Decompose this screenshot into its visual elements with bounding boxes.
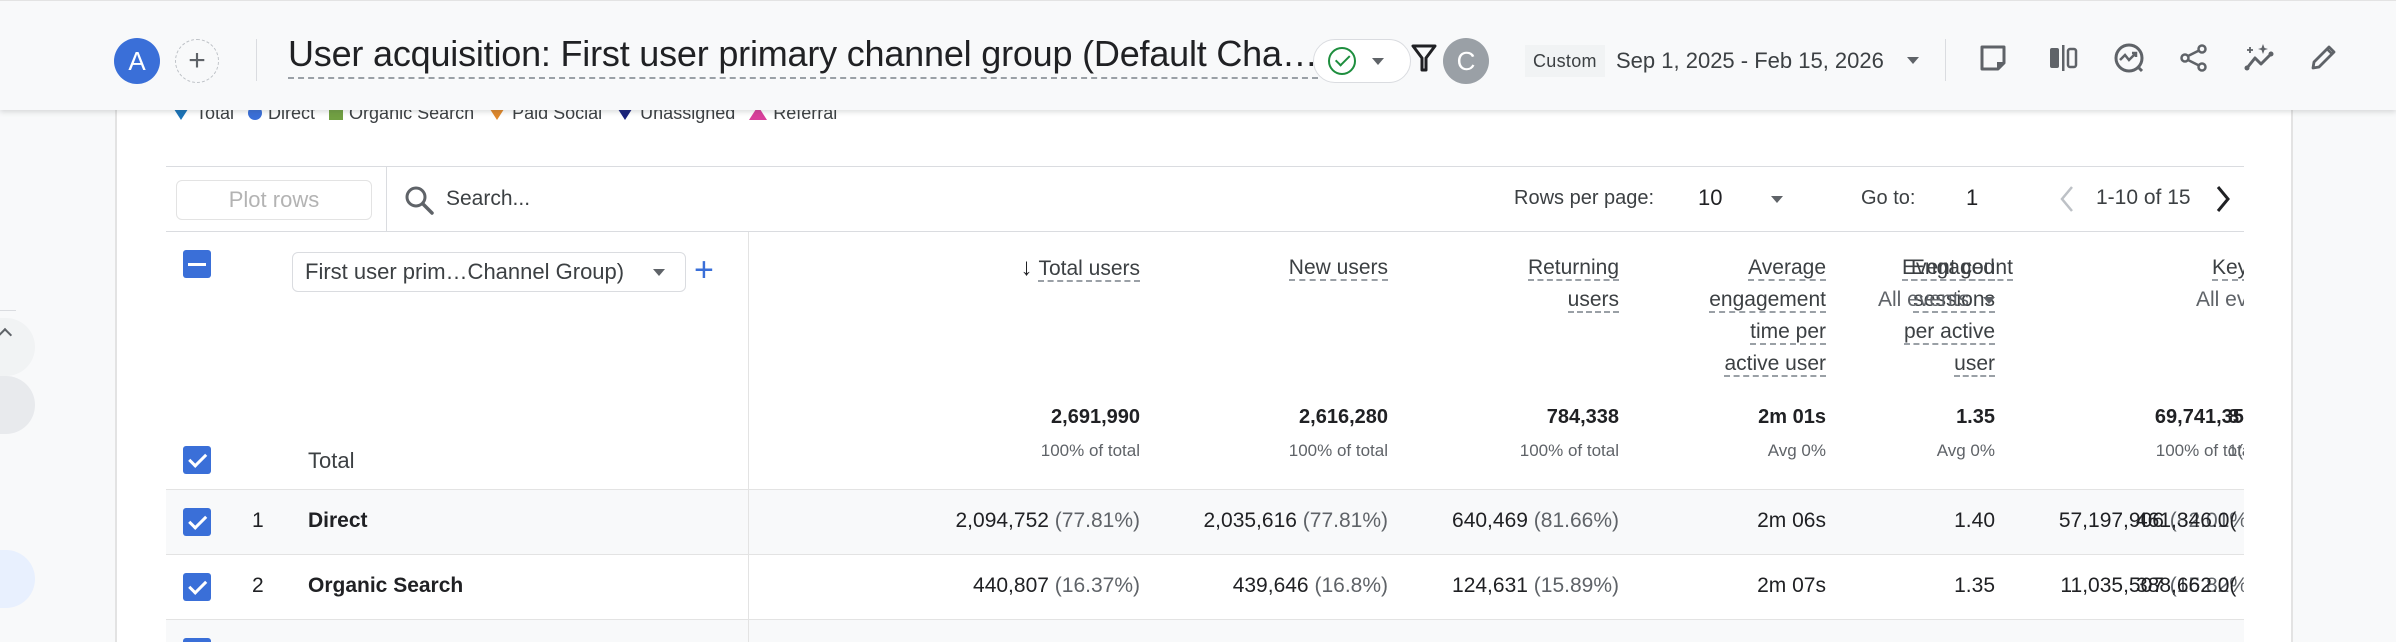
cell-event-count: 11,035,507 (15.82%) <box>2060 574 2244 597</box>
dimension-select[interactable]: First user prim…Channel Group) <box>292 252 686 292</box>
data-table: First user prim…Channel Group) + ↓ Total … <box>166 232 2244 642</box>
totals-row-checkbox[interactable] <box>183 446 211 474</box>
total-avg-engagement-time: 2m 01s Avg 0% <box>1758 406 1826 460</box>
comparison-avatar-all-users[interactable]: A <box>114 38 160 84</box>
cell-key-events: 461,346.0( <box>2136 509 2237 532</box>
check-circle-icon <box>1328 47 1356 75</box>
cell-returning-users: 124,631 (15.89%) <box>1452 574 1619 597</box>
column-header-key-events[interactable]: Key All ev <box>2196 252 2244 316</box>
cell-total-users: 2,094,752 (77.81%) <box>955 509 1141 532</box>
left-navigation-rail <box>0 110 116 642</box>
caret-down-icon <box>1983 296 1996 304</box>
cell-engaged-sessions: 1.40 <box>1954 509 1995 532</box>
table-row[interactable]: 2 Organic Search 440,807 (16.37%) 439,64… <box>166 554 2244 619</box>
sort-descending-icon[interactable]: ↓ <box>1020 254 1033 281</box>
total-engaged-sessions: 1.35 Avg 0% <box>1936 406 1995 460</box>
search-icon <box>405 186 434 215</box>
row-checkbox[interactable] <box>183 638 211 642</box>
table-row[interactable]: 1 Direct 2,094,752 (77.81%) 2,035,616 (7… <box>166 489 2244 554</box>
edit-pencil-icon[interactable] <box>2306 41 2340 75</box>
next-page-icon[interactable] <box>2210 181 2236 217</box>
report-title[interactable]: User acquisition: First user primary cha… <box>288 33 1318 79</box>
dimension-column-divider <box>748 232 749 642</box>
caret-down-icon <box>653 269 665 276</box>
goto-label: Go to: <box>1861 187 1916 209</box>
column-header-returning-users[interactable]: Returning users <box>1527 256 1619 313</box>
date-preset-label: Custom <box>1525 45 1605 77</box>
cell-new-users: 439,646 (16.8%) <box>1232 574 1388 597</box>
rail-nav-item-active[interactable] <box>0 550 35 608</box>
filter-icon[interactable] <box>1411 43 1437 73</box>
caret-down-icon <box>1372 57 1384 65</box>
rows-per-page-select[interactable]: 10 <box>1698 185 1723 210</box>
row-checkbox[interactable] <box>183 508 211 536</box>
previous-page-icon[interactable] <box>2054 181 2080 217</box>
insights-icon[interactable] <box>2112 41 2146 75</box>
rows-per-page-label: Rows per page: <box>1514 187 1655 209</box>
row-channel-name: Direct <box>308 509 368 532</box>
column-header-engaged-sessions[interactable]: Engaged sessions per active user <box>1903 256 1995 377</box>
pagination-info: 1-10 of 15 <box>2096 186 2191 209</box>
goto-page-input[interactable]: 1 <box>1966 185 1979 210</box>
cell-engaged-sessions: 1.35 <box>1954 574 1995 597</box>
table-row[interactable] <box>166 619 2244 642</box>
cell-total-users: 440,807 (16.37%) <box>973 574 1140 597</box>
table-search-input[interactable] <box>446 181 946 217</box>
rail-divider <box>0 310 16 311</box>
header-divider <box>256 39 257 81</box>
total-new-users: 2,616,280 100% of total <box>1288 406 1388 460</box>
event-filter-select[interactable]: All events <box>1866 284 1996 316</box>
row-channel-name: Organic Search <box>308 574 464 597</box>
share-icon[interactable] <box>2177 41 2211 75</box>
totals-label: Total <box>308 448 355 473</box>
cell-avg-engagement-time: 2m 06s <box>1757 509 1826 532</box>
row-checkbox[interactable] <box>183 573 211 601</box>
plot-rows-button[interactable]: Plot rows <box>176 180 372 220</box>
total-event-count: 69,741,358 100% of total <box>2154 406 2244 460</box>
rail-collapse-button[interactable] <box>0 318 35 376</box>
row-rank: 2 <box>252 574 264 597</box>
compare-icon[interactable] <box>2046 41 2080 75</box>
header-divider <box>1945 39 1946 81</box>
column-header-event-count[interactable]: Event count All events <box>1866 252 2244 316</box>
toolbar-divider <box>386 167 387 231</box>
anomaly-sparkle-icon[interactable] <box>2242 41 2276 75</box>
cell-new-users: 2,035,616 (77.81%) <box>1203 509 1389 532</box>
column-header-new-users[interactable]: New users <box>1288 256 1388 281</box>
total-total-users: 2,691,990 100% of total <box>1040 406 1140 460</box>
right-gutter <box>2292 110 2396 642</box>
add-dimension-button[interactable]: + <box>694 251 714 289</box>
date-range-picker[interactable]: Sep 1, 2025 - Feb 15, 2026 <box>1616 48 1884 73</box>
total-key-events: 8 1( <box>2228 406 2244 460</box>
cell-key-events: 388,662.0( <box>2136 574 2237 597</box>
select-all-checkbox[interactable] <box>183 250 211 278</box>
cell-event-count: 57,197,906 (82.01%) <box>2058 509 2244 532</box>
filter-avatar[interactable]: C <box>1443 38 1489 84</box>
total-returning-users: 784,338 100% of total <box>1519 406 1619 460</box>
column-header-total-users[interactable]: ↓ Total users <box>1020 254 1140 282</box>
row-rank: 1 <box>252 509 264 532</box>
data-quality-status-chip[interactable] <box>1313 39 1411 83</box>
table-toolbar: Plot rows Rows per page: 10 Go to: 1 1-1… <box>166 166 2244 232</box>
cell-returning-users: 640,469 (81.66%) <box>1452 509 1619 532</box>
column-header-avg-engagement-time[interactable]: Average engagement time per active user <box>1709 256 1826 377</box>
rail-nav-item[interactable] <box>0 376 35 434</box>
rows-per-page-caret-icon[interactable] <box>1771 196 1783 203</box>
customize-report-icon[interactable] <box>1976 41 2010 75</box>
date-range-caret-icon[interactable] <box>1907 57 1919 64</box>
add-comparison-button[interactable]: + <box>175 39 219 83</box>
cell-avg-engagement-time: 2m 07s <box>1757 574 1826 597</box>
report-header: A + User acquisition: First user primary… <box>0 0 2396 110</box>
